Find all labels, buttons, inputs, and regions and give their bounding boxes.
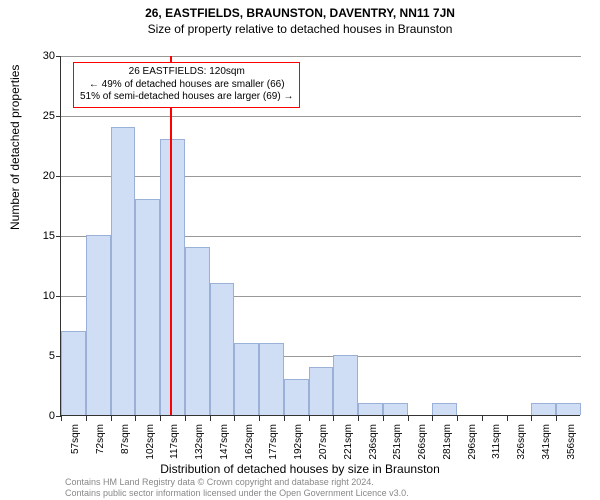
x-tickmark [432, 416, 433, 421]
chart-title-sub: Size of property relative to detached ho… [0, 20, 600, 36]
x-tickmark [358, 416, 359, 421]
chart-title-main: 26, EASTFIELDS, BRAUNSTON, DAVENTRY, NN1… [0, 0, 600, 20]
y-tickmark [56, 236, 61, 237]
x-tickmark [234, 416, 235, 421]
footer-line-1: Contains HM Land Registry data © Crown c… [65, 477, 596, 487]
x-tick-label: 266sqm [417, 424, 428, 460]
x-tick-label: 192sqm [293, 424, 304, 460]
x-tickmark [507, 416, 508, 421]
histogram-bar [358, 403, 383, 415]
x-tick-label: 236sqm [368, 424, 379, 460]
x-tick-label: 207sqm [318, 424, 329, 460]
y-tickmark [56, 176, 61, 177]
x-tickmark [309, 416, 310, 421]
x-tick-label: 117sqm [169, 424, 180, 459]
x-tick-label: 326sqm [516, 424, 527, 460]
annotation-line: 26 EASTFIELDS: 120sqm [80, 66, 293, 79]
x-tickmark [284, 416, 285, 421]
reference-line [170, 56, 172, 415]
histogram-bar [284, 379, 309, 415]
gridline [61, 176, 581, 177]
gridline [61, 56, 581, 57]
x-tickmark [86, 416, 87, 421]
x-tick-label: 72sqm [95, 424, 106, 454]
x-tickmark [61, 416, 62, 421]
y-tickmark [56, 116, 61, 117]
x-tick-label: 102sqm [145, 424, 156, 460]
x-tickmark [210, 416, 211, 421]
x-tick-label: 311sqm [491, 424, 502, 459]
y-tick-label: 0 [31, 410, 55, 422]
histogram-bar [111, 127, 136, 415]
x-tick-label: 147sqm [219, 424, 230, 460]
footer-line-2: Contains public sector information licen… [65, 488, 596, 498]
x-tickmark [259, 416, 260, 421]
x-tickmark [457, 416, 458, 421]
x-tickmark [482, 416, 483, 421]
annotation-line: ← 49% of detached houses are smaller (66… [80, 79, 293, 92]
x-tick-label: 296sqm [467, 424, 478, 460]
x-axis-label: Distribution of detached houses by size … [0, 462, 600, 476]
y-tick-label: 10 [31, 290, 55, 302]
y-tickmark [56, 296, 61, 297]
histogram-bar [86, 235, 111, 415]
y-tick-label: 15 [31, 230, 55, 242]
histogram-bar [135, 199, 160, 415]
histogram-bar [556, 403, 581, 415]
histogram-bar [383, 403, 408, 415]
x-tick-label: 132sqm [194, 424, 205, 460]
y-tickmark [56, 56, 61, 57]
annotation-line: 51% of semi-detached houses are larger (… [80, 91, 293, 104]
x-tick-label: 87sqm [120, 424, 131, 454]
x-tick-label: 221sqm [343, 424, 354, 460]
chart-plot-area: 05101520253057sqm72sqm87sqm102sqm117sqm1… [60, 56, 580, 416]
y-tick-label: 5 [31, 350, 55, 362]
plot-frame: 05101520253057sqm72sqm87sqm102sqm117sqm1… [60, 56, 580, 416]
x-tickmark [556, 416, 557, 421]
x-tick-label: 162sqm [244, 424, 255, 460]
x-tick-label: 177sqm [268, 424, 279, 460]
x-tickmark [408, 416, 409, 421]
histogram-bar [160, 139, 185, 415]
histogram-bar [531, 403, 556, 415]
histogram-bar [61, 331, 86, 415]
x-tick-label: 57sqm [70, 424, 81, 454]
y-axis-label: Number of detached properties [8, 65, 22, 230]
x-tick-label: 356sqm [566, 424, 577, 460]
x-tick-label: 281sqm [442, 424, 453, 460]
histogram-bar [234, 343, 259, 415]
x-tick-label: 251sqm [392, 424, 403, 460]
histogram-bar [309, 367, 334, 415]
x-tickmark [135, 416, 136, 421]
gridline [61, 116, 581, 117]
x-tickmark [531, 416, 532, 421]
y-tick-label: 30 [31, 50, 55, 62]
x-tickmark [333, 416, 334, 421]
y-tick-label: 25 [31, 110, 55, 122]
histogram-bar [333, 355, 358, 415]
annotation-box: 26 EASTFIELDS: 120sqm← 49% of detached h… [73, 62, 300, 108]
y-tick-label: 20 [31, 170, 55, 182]
histogram-bar [185, 247, 210, 415]
histogram-bar [432, 403, 457, 415]
x-tickmark [185, 416, 186, 421]
x-tickmark [160, 416, 161, 421]
histogram-bar [259, 343, 284, 415]
x-tickmark [111, 416, 112, 421]
x-tick-label: 341sqm [541, 424, 552, 460]
histogram-bar [210, 283, 235, 415]
footer-attribution: Contains HM Land Registry data © Crown c… [65, 477, 596, 498]
x-tickmark [383, 416, 384, 421]
